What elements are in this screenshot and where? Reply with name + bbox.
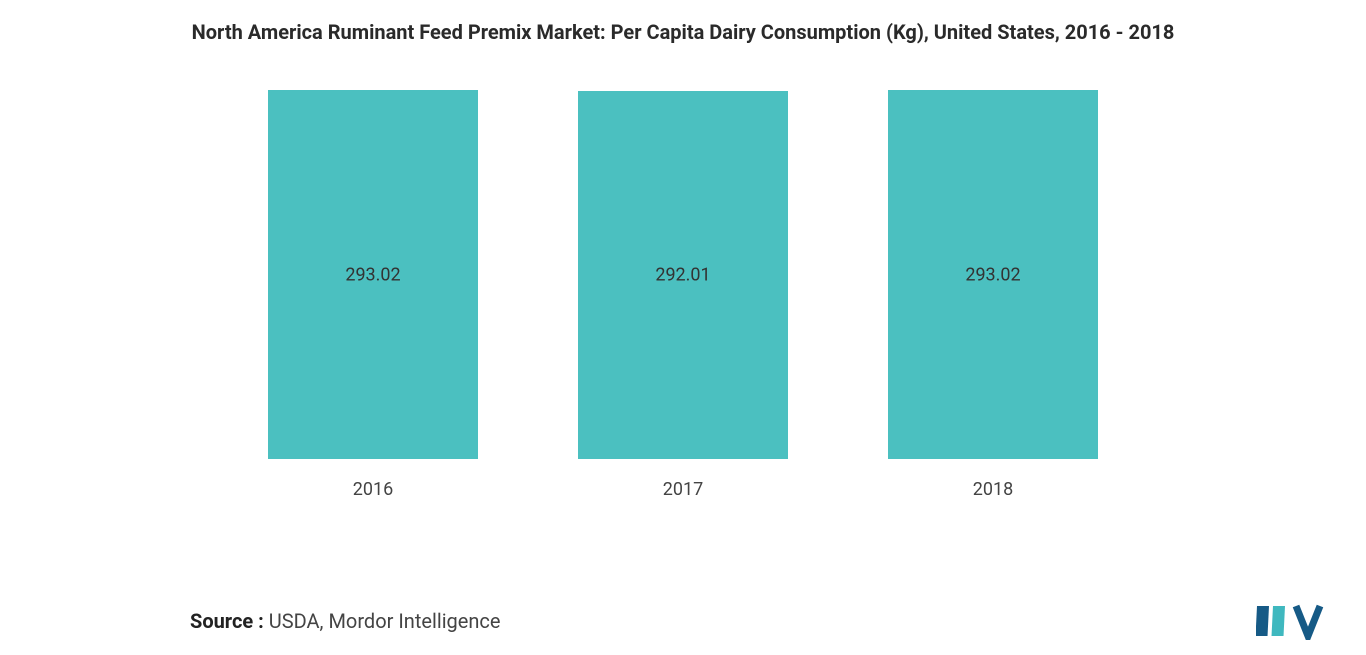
bar-value-label: 293.02 <box>268 264 478 285</box>
bar-value-label: 293.02 <box>888 264 1098 285</box>
chart-title: North America Ruminant Feed Premix Marke… <box>0 20 1366 44</box>
bar-value-label: 292.01 <box>578 265 788 286</box>
logo-shape-2 <box>1266 606 1291 636</box>
bar-column: 293.02 2018 <box>888 90 1098 500</box>
category-label: 2016 <box>353 479 393 500</box>
bar: 293.02 <box>268 90 478 459</box>
bar-column: 293.02 2016 <box>268 90 478 500</box>
bar: 293.02 <box>888 90 1098 459</box>
chart-container: North America Ruminant Feed Premix Marke… <box>0 0 1366 655</box>
bar: 292.01 <box>578 91 788 459</box>
source-line: Source : USDA, Mordor Intelligence <box>190 609 501 633</box>
bar-column: 292.01 2017 <box>578 91 788 500</box>
chart-area: 293.02 2016 292.01 2017 293.02 2018 <box>0 120 1366 540</box>
bars-row: 293.02 2016 292.01 2017 293.02 2018 <box>0 120 1366 500</box>
category-label: 2017 <box>663 479 703 500</box>
footer: Source : USDA, Mordor Intelligence <box>190 602 1326 640</box>
source-text: USDA, Mordor Intelligence <box>264 609 501 633</box>
source-label: Source : <box>190 609 264 633</box>
category-label: 2018 <box>973 479 1013 500</box>
logo-shape-3 <box>1296 606 1320 636</box>
brand-logo <box>1256 602 1326 640</box>
